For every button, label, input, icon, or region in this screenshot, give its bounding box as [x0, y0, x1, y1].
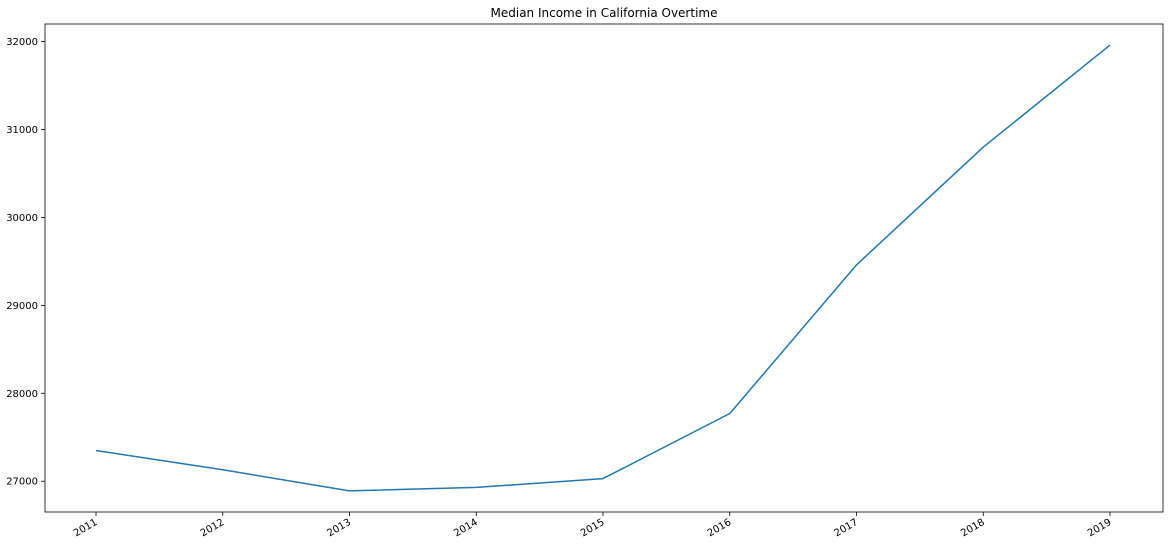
- y-tick-label-28000: 28000: [6, 389, 38, 400]
- y-tick-label-27000: 27000: [6, 477, 38, 488]
- chart-title: Median Income in California Overtime: [491, 6, 718, 20]
- y-tick-label-29000: 29000: [6, 301, 38, 312]
- plot-area: [95, 44, 1111, 492]
- axes-frame: [44, 23, 1164, 513]
- y-tick-label-32000: 32000: [6, 37, 38, 48]
- y-tick-label-31000: 31000: [6, 125, 38, 136]
- y-tick-label-30000: 30000: [6, 213, 38, 224]
